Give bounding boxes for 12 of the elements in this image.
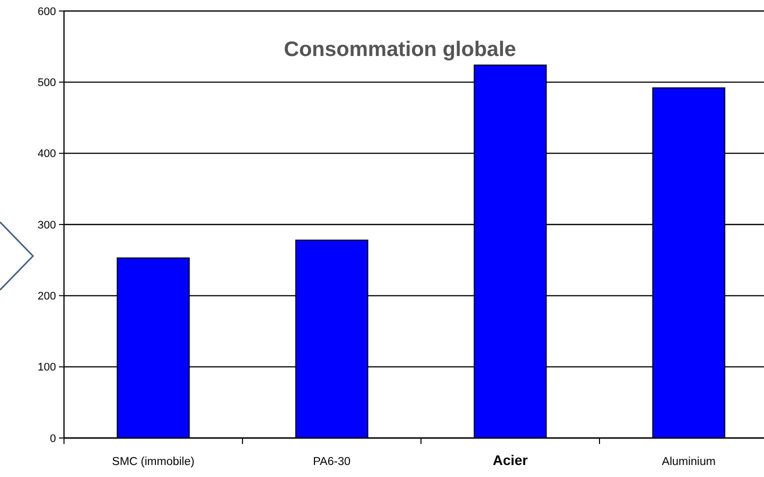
x-tick-label: Aluminium xyxy=(662,456,716,468)
y-tick-label: 400 xyxy=(38,148,56,160)
y-tick-label: 600 xyxy=(38,6,56,18)
y-tick-label: 500 xyxy=(38,77,56,90)
text: Consommation globale xyxy=(284,38,516,61)
x-tick-label: Acier xyxy=(492,452,528,468)
y-tick-label: 0 xyxy=(50,432,56,445)
y-tick-label: 100 xyxy=(38,362,56,374)
x-tick-label: PA6-30 xyxy=(312,456,351,468)
y-tick-label: 200 xyxy=(38,290,56,303)
y-tick-label: 300 xyxy=(38,219,56,232)
x-tick-label: SMC (immobile) xyxy=(112,456,195,468)
